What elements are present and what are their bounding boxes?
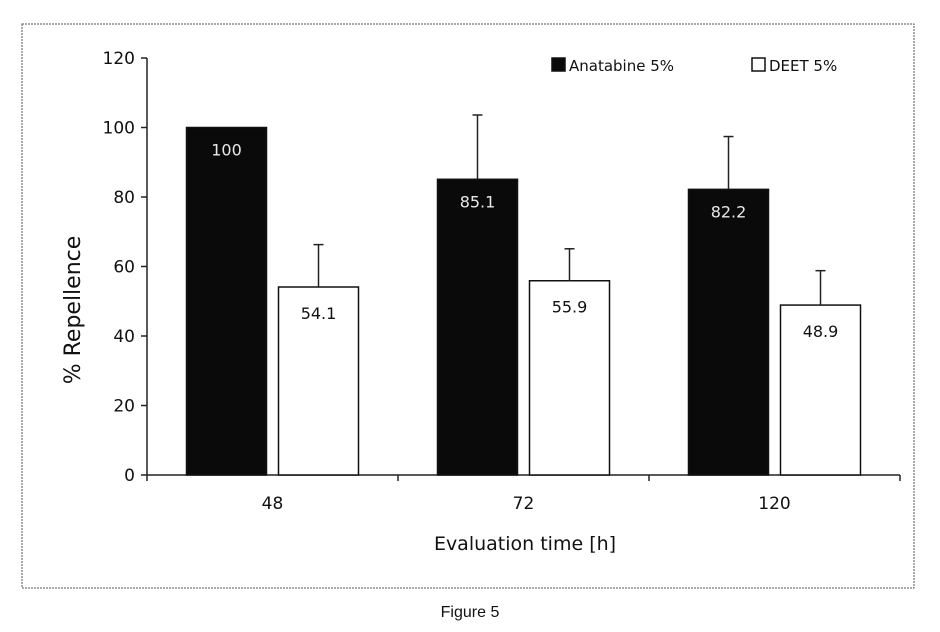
data-label: 48.9 (803, 322, 839, 341)
y-tick-label: 60 (113, 258, 135, 278)
bar (438, 179, 518, 475)
legend-swatch (752, 58, 765, 71)
bar (187, 128, 267, 476)
x-axis: 48 72 120 (147, 475, 900, 514)
figure-caption: Figure 5 (0, 604, 940, 622)
data-label: 54.1 (301, 304, 337, 323)
y-axis: 0 20 40 60 80 100 120 (103, 49, 147, 486)
x-tick-label: 48 (262, 494, 284, 514)
y-tick-label: 40 (113, 327, 135, 347)
x-tick-label: 120 (758, 494, 790, 514)
y-axis-title: % Repellence (61, 236, 86, 385)
x-tick-label: 72 (513, 494, 535, 514)
legend-label: Anatabine 5% (569, 57, 674, 75)
legend-swatch (552, 58, 565, 71)
x-axis-title: Evaluation time [h] (434, 533, 616, 555)
y-tick-label: 0 (124, 466, 135, 486)
data-label: 100 (211, 141, 242, 160)
data-label: 82.2 (711, 202, 747, 221)
y-tick-label: 100 (103, 119, 135, 139)
bar-chart: 0 20 40 60 80 100 120 48 72 120 100 54.1 85.1 55.9 8… (0, 0, 940, 600)
data-label: 55.9 (552, 298, 588, 317)
y-tick-label: 120 (103, 49, 135, 69)
bar (689, 189, 769, 475)
data-label: 85.1 (460, 192, 496, 211)
legend: Anatabine 5% DEET 5% (552, 57, 837, 75)
bars (187, 115, 861, 475)
legend-label: DEET 5% (769, 57, 837, 75)
y-tick-label: 20 (113, 397, 135, 417)
y-tick-label: 80 (113, 188, 135, 208)
